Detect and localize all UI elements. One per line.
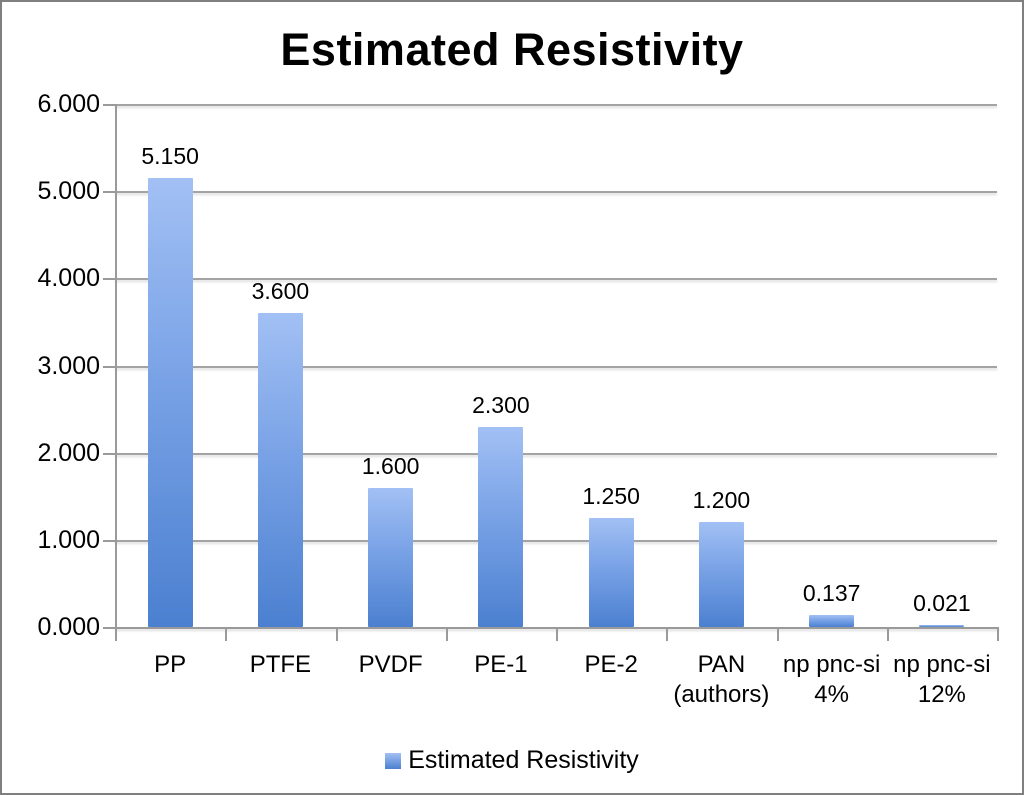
y-axis-line [115, 104, 117, 641]
gridline [115, 104, 997, 106]
bar-PE-1 [478, 426, 524, 627]
bar-value-label: 1.600 [361, 452, 420, 479]
y-tick-label: 4.000 [37, 264, 100, 293]
bar-np pnc-si 4% [809, 615, 855, 627]
bar-value-label: 5.150 [141, 143, 199, 170]
x-axis-tick [556, 629, 558, 641]
y-axis-tick [103, 452, 117, 455]
x-axis-tick [997, 629, 999, 641]
x-tick-label: PE-1 [474, 651, 528, 678]
y-axis-tick [103, 278, 117, 281]
x-axis-tick [225, 629, 228, 641]
bar-PVDF [368, 487, 414, 627]
bar-value-label: 1.200 [692, 487, 751, 514]
gridline [115, 191, 997, 194]
chart-title: Estimated Resistivity [280, 24, 744, 75]
y-axis-tick [103, 539, 117, 542]
bar-PTFE [257, 313, 303, 627]
y-tick-label: 6.000 [37, 90, 100, 118]
bar-np pnc-si 12% [919, 625, 965, 627]
legend-series-marker-icon [385, 752, 402, 769]
x-tick-label: np pnc-si 12% [893, 651, 991, 708]
bar-PP [147, 178, 193, 627]
bar-value-label: 2.300 [472, 391, 530, 418]
x-tick-label: PTFE [249, 651, 312, 678]
x-axis-tick [666, 629, 669, 641]
legend-series-label: Estimated Resistivity [408, 746, 639, 774]
y-tick-label: 5.000 [37, 177, 100, 206]
gridline [115, 278, 997, 281]
gridline [115, 365, 997, 368]
x-axis-tick [115, 629, 117, 641]
y-tick-label: 1.000 [37, 525, 100, 554]
bar-PE-2 [588, 518, 634, 627]
y-axis-tick [103, 627, 117, 629]
gridline [115, 539, 997, 542]
bar-PAN (authors) [698, 522, 744, 627]
x-axis-line [115, 627, 999, 629]
bar-value-label: 1.250 [582, 483, 640, 510]
x-axis-tick [335, 629, 338, 641]
y-axis-tick [103, 191, 117, 194]
x-tick-label: PVDF [358, 651, 423, 678]
bar-value-label: 3.600 [251, 278, 310, 305]
y-tick-label: 3.000 [37, 351, 100, 380]
legend: Estimated Resistivity [2, 746, 1022, 775]
x-axis-tick [776, 629, 779, 641]
y-axis-tick [103, 365, 117, 368]
x-tick-label: PAN (authors) [673, 651, 770, 708]
bar-value-label: 0.137 [802, 580, 861, 607]
bar-value-label: 0.021 [913, 590, 971, 616]
y-tick-label: 2.000 [37, 438, 100, 467]
y-axis-tick [103, 104, 117, 106]
x-axis-tick [886, 629, 889, 641]
x-tick-label: PE-2 [584, 651, 638, 678]
gridline [115, 452, 997, 455]
x-tick-label: np pnc-si 4% [782, 651, 881, 708]
x-tick-label: PP [154, 651, 187, 678]
x-axis-tick [445, 629, 448, 641]
y-tick-label: 0.000 [37, 613, 100, 641]
